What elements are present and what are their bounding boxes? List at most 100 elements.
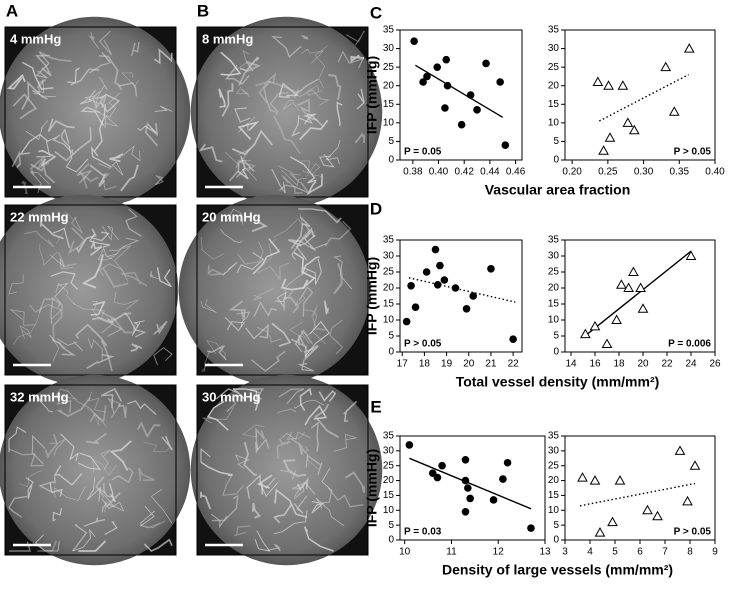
y-tick-label: 15 [383, 490, 395, 501]
vessel [301, 255, 320, 275]
point [461, 507, 470, 516]
y-tick-label: 30 [548, 43, 560, 54]
vessel [314, 403, 339, 439]
vessel [101, 498, 125, 512]
vessel [127, 400, 157, 415]
vessel [117, 403, 127, 419]
y-tick-label: 35 [548, 235, 560, 246]
vessel [31, 434, 46, 465]
vessel [53, 465, 83, 486]
vessel [267, 543, 282, 552]
y-tick-label: 30 [383, 251, 395, 262]
vessel [90, 300, 106, 316]
y-tick-label: 20 [383, 283, 395, 294]
vessel [295, 234, 316, 261]
x-tick-label: 22 [661, 359, 673, 370]
vessel [281, 431, 311, 441]
vessel [153, 320, 168, 336]
vessel [154, 174, 164, 186]
point [637, 303, 649, 313]
vessel [35, 52, 50, 79]
vessel [315, 497, 345, 527]
x-tick-label: 21 [485, 359, 497, 370]
point [683, 43, 695, 53]
trend-line [579, 482, 696, 507]
image-label: 22 mmHg [10, 209, 69, 224]
vessel [298, 208, 342, 224]
vessel [253, 301, 278, 317]
vessel [296, 477, 309, 491]
vessel [88, 32, 100, 50]
trend-line [582, 250, 692, 339]
y-tick-label: 30 [383, 445, 395, 456]
vessel [243, 441, 258, 477]
y-tick-label: 35 [548, 431, 560, 442]
point [628, 266, 639, 276]
vessel [207, 265, 225, 276]
vessel [207, 344, 227, 361]
x-tick-label: 0.38 [403, 167, 423, 178]
x-tick-label: 22 [508, 359, 520, 370]
vessel [253, 288, 274, 301]
point [685, 250, 697, 260]
vessel [226, 394, 240, 412]
vessel [319, 153, 336, 168]
point [594, 527, 606, 537]
vessel [245, 323, 269, 340]
vessel [275, 291, 288, 308]
vessel [72, 301, 98, 310]
vessel [55, 388, 77, 400]
vessel [93, 104, 106, 152]
vessel [100, 115, 118, 129]
vessel [154, 105, 173, 112]
vessel [273, 503, 293, 524]
vessel [138, 467, 155, 481]
vessel [235, 166, 257, 181]
vessel [25, 120, 49, 141]
point [438, 461, 446, 470]
point [433, 63, 442, 71]
x-tick-label: 8 [687, 547, 693, 558]
vessel [290, 438, 307, 455]
y-tick-label: 20 [383, 80, 395, 91]
x-tick-label: 7 [662, 547, 668, 558]
vessel [76, 163, 92, 184]
vessel [304, 526, 334, 552]
image-label: 4 mmHg [10, 31, 61, 46]
vessel [86, 408, 100, 427]
vessel [242, 424, 265, 438]
point [440, 276, 449, 284]
x-tick-label: 0.25 [598, 167, 618, 178]
vessel [29, 303, 62, 320]
y-tick-label: 5 [388, 331, 394, 342]
point [652, 510, 663, 521]
y-tick-label: 25 [548, 460, 560, 471]
vessel [8, 495, 28, 518]
vessel [37, 540, 57, 552]
y-tick-label: 25 [548, 267, 560, 278]
point [503, 458, 512, 467]
vessel [301, 48, 325, 64]
vessel [306, 163, 322, 177]
image-label: 32 mmHg [10, 389, 69, 404]
x-tick-label: 3 [562, 547, 568, 558]
vessel [19, 133, 49, 155]
vessel [291, 240, 327, 261]
point [433, 473, 442, 482]
vessel [66, 68, 100, 84]
vessel [121, 272, 148, 287]
vessel [306, 173, 323, 196]
vessel [149, 271, 160, 280]
vessel [325, 139, 341, 165]
point [462, 305, 471, 313]
vessel [226, 208, 244, 225]
vessel [298, 286, 314, 317]
vessel [256, 474, 273, 495]
vessel [77, 452, 101, 471]
vessel [111, 467, 134, 484]
vessel [136, 421, 161, 439]
vessel [104, 521, 118, 536]
vessel [121, 72, 139, 87]
vessel [113, 291, 139, 311]
vessel [143, 538, 173, 552]
